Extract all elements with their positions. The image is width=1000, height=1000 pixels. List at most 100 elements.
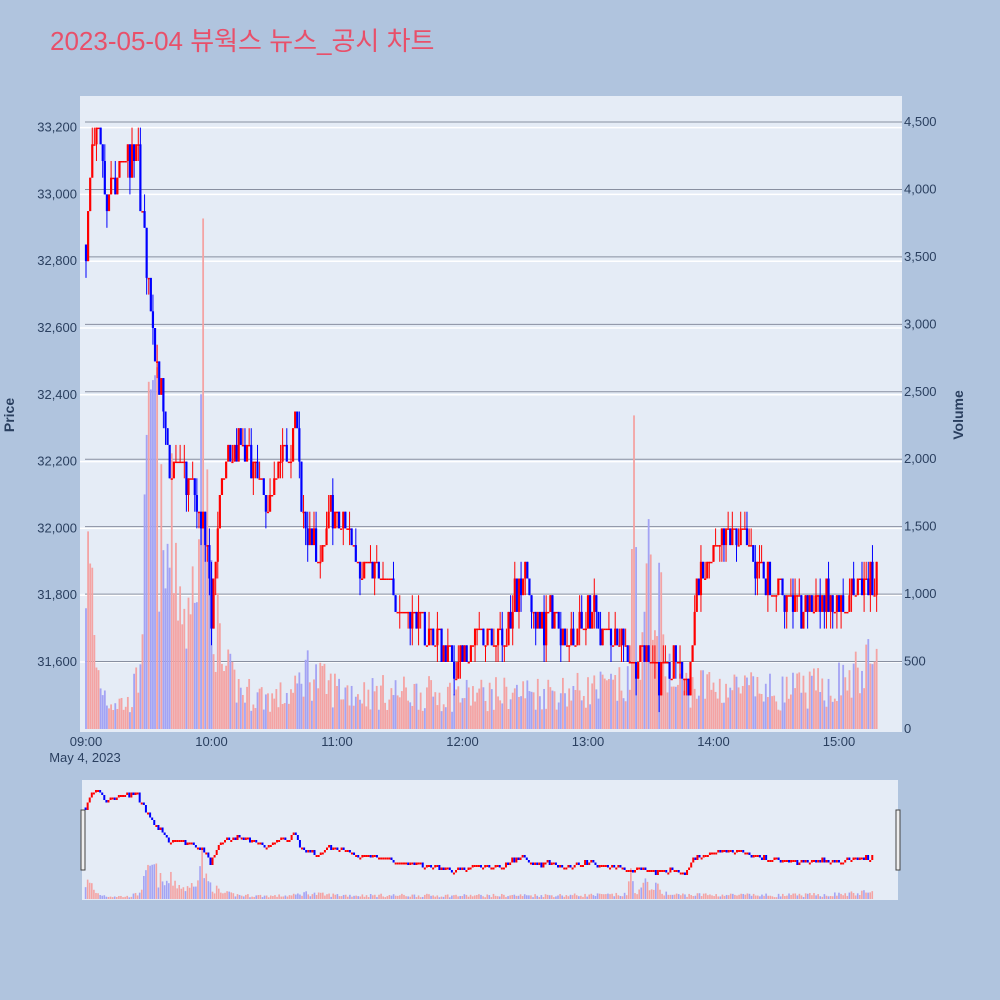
volume-bar [702, 670, 704, 729]
mini-volume-bar [781, 893, 784, 899]
candle-body [392, 578, 395, 596]
mini-volume-bar [421, 896, 424, 899]
mini-volume-bar [713, 896, 715, 899]
mini-volume-bar [213, 893, 216, 899]
volume-bar [421, 710, 424, 729]
volume-bar [340, 699, 343, 729]
range-slider-right-handle[interactable] [895, 809, 901, 871]
mini-volume-bar [869, 892, 871, 899]
mini-volume-bar [317, 892, 320, 899]
volume-bar [720, 702, 723, 729]
volume-bar [829, 695, 832, 729]
volume-bar [827, 678, 830, 729]
candle-body [716, 545, 719, 547]
candle-body [532, 611, 535, 614]
volume-bar [227, 649, 230, 729]
range-slider[interactable] [80, 780, 901, 900]
candle-body [586, 595, 590, 629]
mini-candle [103, 795, 106, 800]
volume-tick-label: 4,000 [904, 181, 937, 196]
mini-candle [278, 840, 281, 842]
mini-candle [323, 850, 326, 853]
volume-bar [624, 701, 627, 729]
volume-bar [838, 662, 840, 729]
mini-candle [769, 860, 772, 862]
mini-candle [450, 870, 453, 873]
mini-candle [371, 855, 374, 858]
mini-volume-bar [784, 896, 786, 899]
candle-body [377, 561, 380, 579]
mini-volume-bar [182, 887, 185, 899]
volume-bar [166, 543, 169, 729]
mini-candle [119, 795, 122, 797]
volume-bar [354, 696, 357, 729]
volume-bar [620, 690, 623, 729]
mini-candle [606, 865, 609, 868]
candle-body [704, 578, 707, 580]
candle-body [402, 611, 406, 614]
mini-candle [307, 850, 310, 853]
mini-candle [854, 857, 857, 860]
volume-bar [106, 705, 108, 729]
mini-volume-bar [253, 896, 255, 899]
mini-candle [592, 860, 595, 863]
mini-candle [236, 835, 239, 840]
range-slider-left-handle[interactable] [80, 809, 86, 871]
mini-candle [581, 865, 584, 867]
candle-body [844, 611, 847, 614]
mini-volume-bar [132, 893, 135, 899]
volume-bar [472, 686, 474, 729]
mini-candle [673, 870, 676, 872]
mini-volume-bar [149, 865, 151, 899]
range-slider-track[interactable] [82, 780, 898, 900]
mini-volume-bar [509, 895, 511, 899]
candle-body [674, 645, 677, 662]
candle-body [875, 561, 878, 596]
candle-body [235, 444, 238, 462]
volume-bar [497, 696, 499, 729]
candle-body [86, 211, 90, 262]
mini-volume-bar [280, 896, 283, 899]
mini-volume-bar [184, 891, 187, 899]
candle-body [559, 628, 562, 646]
mini-candle [523, 855, 526, 858]
volume-bar [346, 685, 349, 729]
mini-candle [128, 792, 131, 798]
candle-body [858, 578, 862, 580]
mini-volume-bar [170, 871, 172, 899]
mini-volume-bar [326, 894, 328, 899]
candle-body [699, 561, 703, 596]
mini-candle [717, 850, 720, 853]
volume-bar [559, 693, 562, 729]
mini-candle [507, 862, 510, 865]
mini-candle [527, 860, 530, 863]
mini-volume-bar [503, 894, 505, 899]
volume-bar [608, 679, 610, 729]
mini-volume-bar [754, 895, 757, 899]
candle-body [735, 528, 738, 546]
mini-volume-bar [623, 892, 626, 899]
mini-volume-bar [351, 896, 353, 899]
mini-candle [325, 847, 328, 850]
volume-bar [806, 708, 809, 729]
volume-bar [685, 672, 688, 729]
mini-volume-bar [417, 895, 420, 899]
mini-volume-bar [363, 896, 366, 899]
mini-candle [827, 860, 830, 863]
volume-bar [164, 588, 167, 729]
mini-volume-bar [434, 896, 437, 899]
mini-candle [502, 867, 505, 870]
volume-bar [137, 692, 140, 729]
mini-volume-bar [596, 893, 599, 899]
mini-candle [800, 860, 803, 863]
mini-volume-bar [721, 894, 724, 899]
candle-body [298, 428, 301, 462]
candle-body [540, 611, 544, 629]
mini-candle [88, 797, 91, 803]
mini-volume-bar [172, 885, 174, 899]
volume-bar [231, 661, 234, 729]
mini-volume-bar [444, 894, 447, 899]
mini-candle [500, 867, 503, 870]
candle-body [327, 511, 330, 529]
